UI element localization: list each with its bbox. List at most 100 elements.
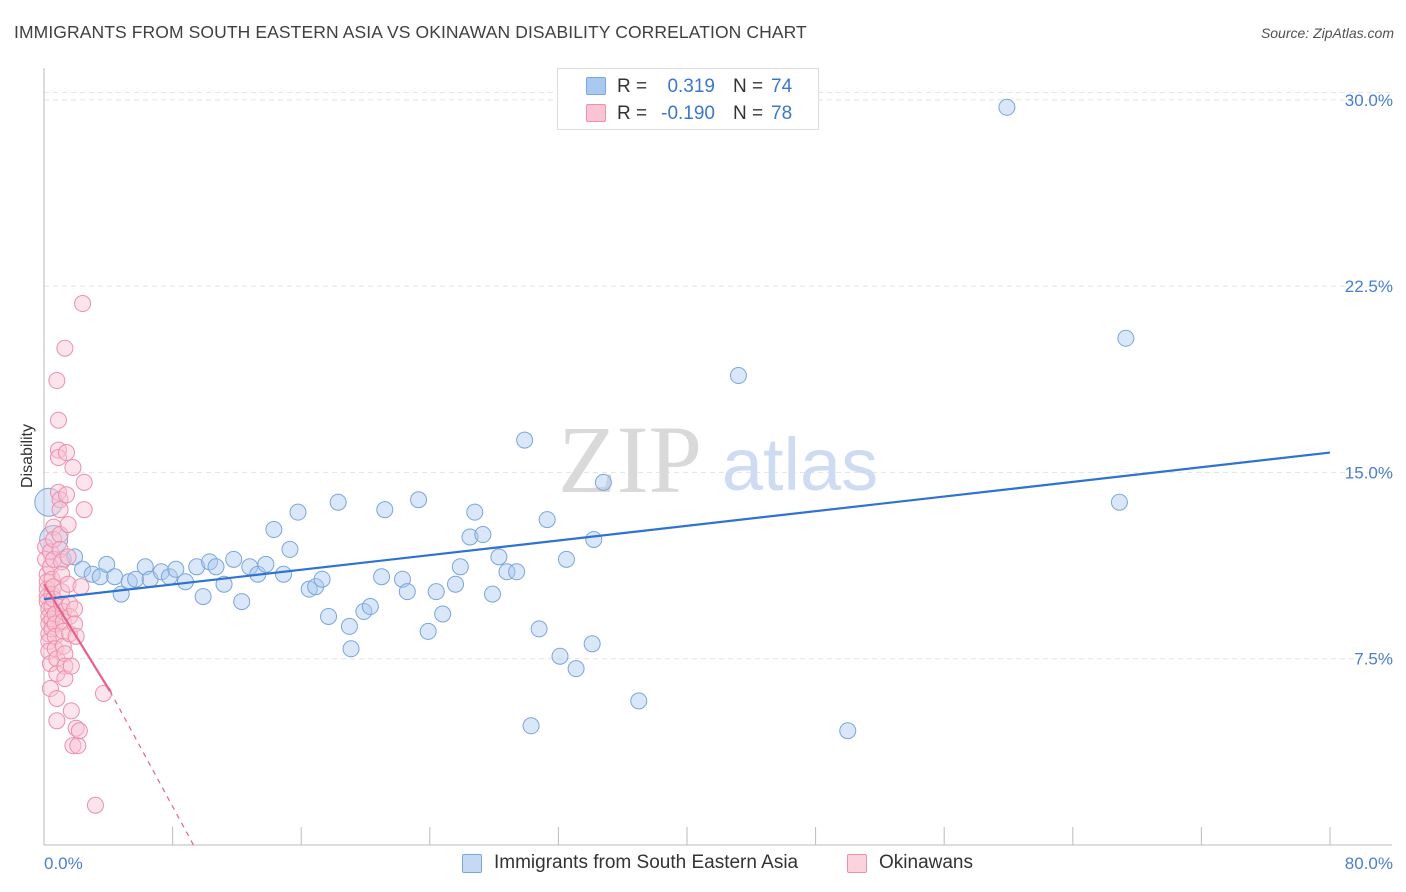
data-point-immigrants: [194, 588, 212, 606]
data-point-immigrants: [66, 548, 84, 566]
data-point-immigrants: [410, 491, 428, 509]
data-point-immigrants: [373, 568, 391, 586]
axes: [43, 68, 1392, 846]
data-point-immigrants: [361, 598, 379, 616]
series-immigrants-points: [34, 98, 1135, 740]
data-point-okinawans: [75, 473, 93, 491]
data-point-okinawans: [69, 737, 87, 755]
data-point-okinawans: [66, 600, 84, 618]
data-point-immigrants: [490, 548, 508, 566]
data-point-immigrants: [557, 550, 575, 568]
watermark-zip: ZIP: [558, 406, 702, 513]
data-point-okinawans: [62, 702, 80, 720]
data-point-immigrants: [289, 503, 307, 521]
data-point-okinawans: [70, 722, 88, 740]
n-value: 74: [771, 76, 793, 97]
data-point-immigrants: [594, 473, 612, 491]
data-point-immigrants: [530, 620, 548, 638]
data-point-okinawans: [64, 737, 82, 755]
r-value: -0.190: [661, 103, 715, 124]
data-point-immigrants: [257, 555, 275, 573]
stat-row-okinawans: R = -0.190 N = 78: [558, 100, 818, 126]
trend-line-okinawans: [43, 583, 111, 692]
data-point-immigrants: [342, 640, 360, 658]
data-point-immigrants: [1110, 493, 1128, 511]
data-point-okinawans: [58, 444, 76, 462]
data-point-okinawans: [49, 449, 67, 467]
data-point-immigrants: [275, 565, 293, 583]
data-point-immigrants: [340, 617, 358, 635]
data-point-immigrants: [516, 431, 534, 449]
data-point-okinawans: [59, 516, 77, 534]
legend-swatch-blue: [462, 854, 482, 873]
r-value: 0.319: [667, 76, 715, 97]
trend-line-immigrants: [43, 451, 1331, 601]
data-point-immigrants: [74, 560, 92, 578]
y-tick-label: 15.0%: [1345, 463, 1393, 482]
data-point-immigrants: [225, 550, 243, 568]
data-point-immigrants: [320, 607, 338, 625]
data-point-immigrants: [567, 660, 585, 678]
data-point-okinawans: [72, 578, 90, 596]
data-point-immigrants: [152, 563, 170, 581]
trend-line-okinawans-extension: [109, 690, 195, 846]
data-point-immigrants: [498, 563, 516, 581]
n-label: N =: [733, 76, 764, 97]
data-point-okinawans: [48, 712, 66, 730]
data-point-immigrants: [98, 555, 116, 573]
legend-label-okinawans: Okinawans: [879, 852, 973, 873]
data-point-immigrants: [281, 540, 299, 558]
data-point-immigrants: [427, 583, 445, 601]
data-point-okinawans: [49, 411, 67, 429]
data-point-immigrants: [551, 647, 569, 665]
data-point-immigrants: [106, 568, 124, 586]
legend-swatch-pink: [847, 854, 867, 873]
data-point-okinawans: [86, 796, 104, 814]
data-point-okinawans: [59, 548, 77, 566]
correlation-legend: R = 0.319 N = 74 R = -0.190 N = 78: [557, 68, 819, 130]
data-point-immigrants: [447, 575, 465, 593]
legend-label-immigrants: Immigrants from South Eastern Asia: [494, 852, 799, 873]
data-point-immigrants: [419, 622, 437, 640]
y-tick-label: 7.5%: [1354, 650, 1393, 669]
swatch-blue: [586, 77, 606, 95]
data-point-okinawans: [51, 501, 69, 519]
data-point-okinawans: [59, 575, 77, 593]
r-label: R =: [617, 103, 648, 124]
y-tick-label: 22.5%: [1345, 277, 1393, 296]
data-point-immigrants: [998, 98, 1016, 116]
data-point-okinawans: [62, 657, 80, 675]
data-point-immigrants: [398, 583, 416, 601]
data-point-immigrants: [538, 511, 556, 529]
watermark: ZIP atlas: [558, 406, 878, 513]
data-point-immigrants: [451, 558, 469, 576]
data-point-okinawans: [56, 657, 74, 675]
series-okinawans-points: [37, 295, 112, 814]
data-point-immigrants: [461, 528, 479, 546]
data-point-okinawans: [74, 295, 92, 313]
r-label: R =: [617, 76, 648, 97]
data-point-immigrants: [434, 605, 452, 623]
tick-labels: 7.5% 15.0% 22.5% 30.0% 0.0% 80.0%: [44, 91, 1393, 873]
data-point-okinawans: [41, 680, 59, 698]
data-point-okinawans: [56, 339, 74, 357]
data-point-immigrants: [483, 585, 501, 603]
data-point-immigrants: [265, 521, 283, 539]
chart-title: IMMIGRANTS FROM SOUTH EASTERN ASIA VS OK…: [14, 22, 807, 42]
n-value: 78: [771, 103, 793, 124]
source-credit: Source: ZipAtlas.com: [1260, 25, 1394, 41]
data-point-okinawans: [53, 565, 71, 583]
data-point-okinawans: [67, 719, 85, 737]
data-point-immigrants: [1117, 329, 1135, 347]
data-point-immigrants: [585, 530, 603, 548]
x-tick-label-max: 80.0%: [1345, 854, 1393, 873]
data-point-immigrants: [376, 501, 394, 519]
data-point-immigrants: [207, 558, 225, 576]
watermark-atlas: atlas: [722, 423, 878, 506]
stat-row-immigrants: R = 0.319 N = 74: [558, 73, 818, 99]
data-point-immigrants: [630, 692, 648, 710]
data-point-immigrants: [329, 493, 347, 511]
y-axis-label: Disability: [19, 423, 36, 489]
data-point-okinawans: [48, 372, 66, 390]
